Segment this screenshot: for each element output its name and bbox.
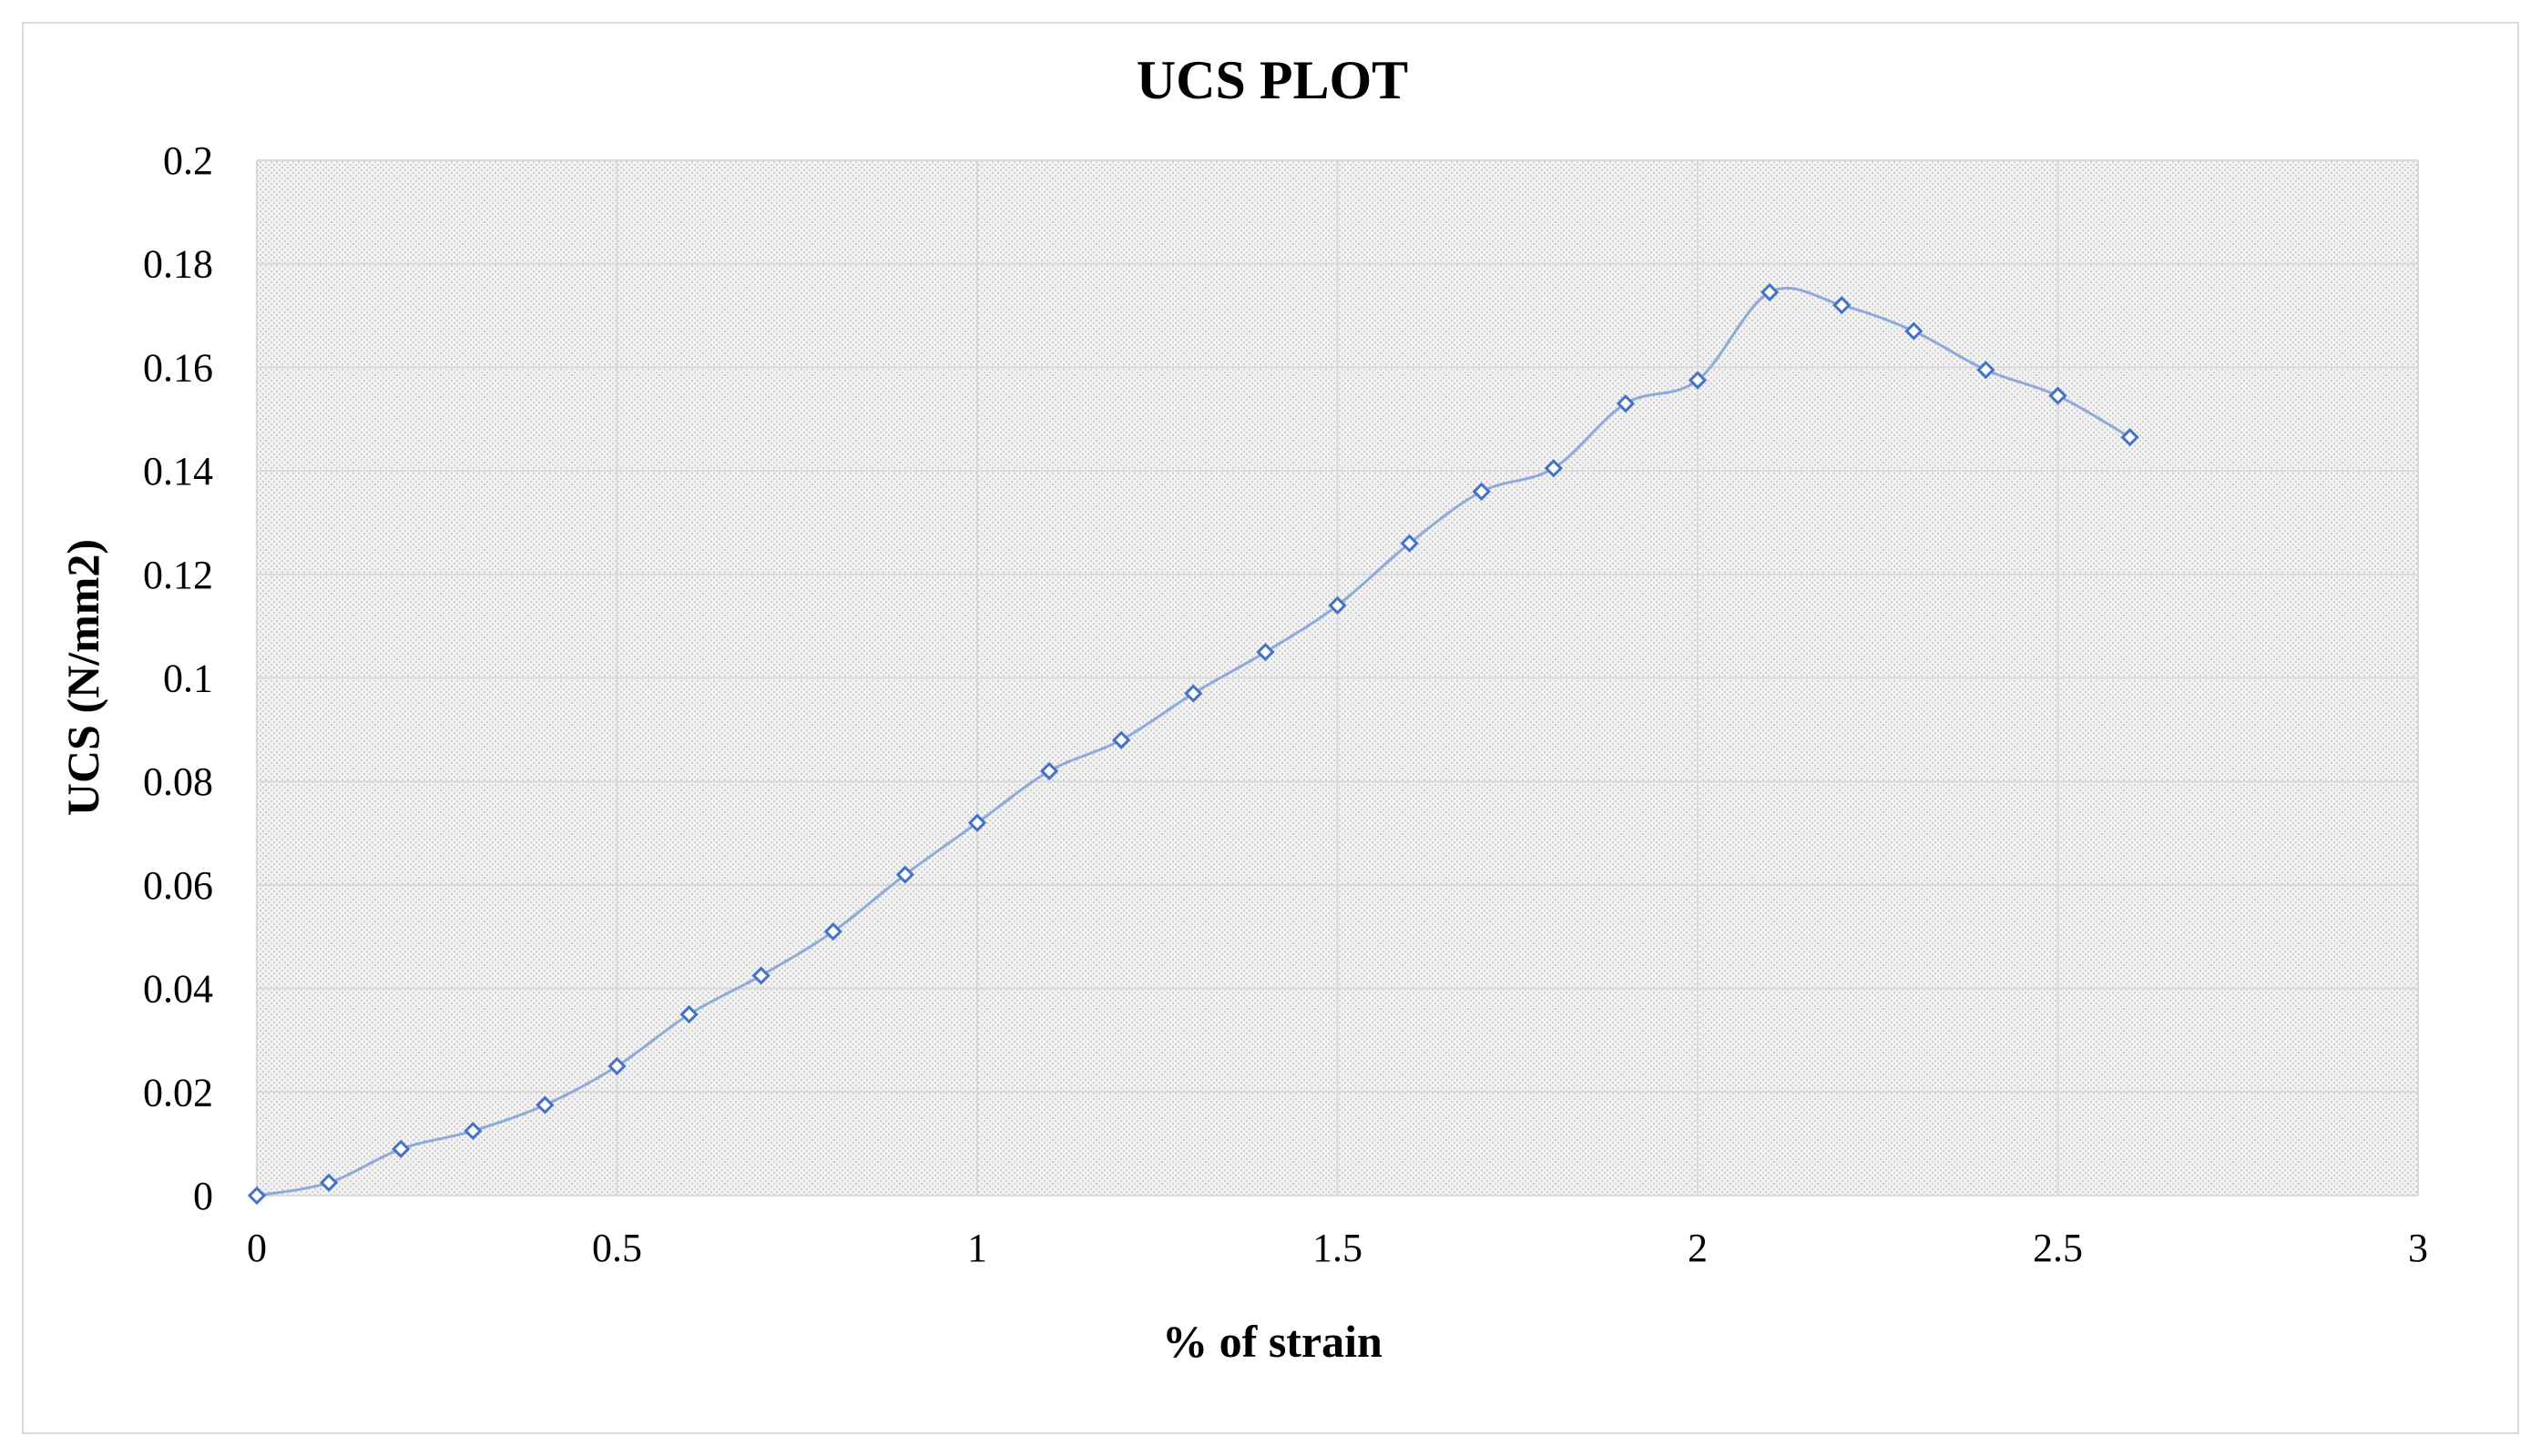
data-point-marker [247, 1186, 267, 1206]
y-tick-label: 0.06 [143, 863, 213, 908]
y-tick-label: 0.12 [143, 553, 213, 597]
data-point-marker [1184, 684, 1203, 703]
data-point-marker [1976, 361, 1995, 380]
x-tick-label: 3 [2408, 1226, 2428, 1270]
data-point-marker [1039, 761, 1059, 780]
x-tick-label: 2 [1688, 1226, 1708, 1270]
data-point-marker [1256, 642, 1275, 662]
gridlines [256, 159, 2419, 1196]
y-tick-label: 0.16 [143, 345, 213, 390]
x-tick-label: 0.5 [592, 1226, 642, 1270]
data-point-marker [1832, 296, 1852, 315]
y-tick-label: 0.1 [163, 657, 213, 701]
y-axis-tick-labels: 0 0.02 0.04 0.06 0.08 0.1 0.12 0.14 0.16 0.18 0.2 [143, 138, 213, 1218]
data-point-marker [895, 865, 915, 884]
x-tick-label: 2.5 [2033, 1226, 2083, 1270]
data-point-marker [392, 1139, 411, 1158]
data-point-marker [1544, 459, 1563, 478]
data-point-marker [967, 813, 987, 832]
data-point-marker [1472, 482, 1491, 501]
data-point-marker [2048, 386, 2067, 405]
data-point-marker [679, 1004, 699, 1024]
data-point-marker [1760, 282, 1780, 302]
data-point-marker [1112, 730, 1131, 749]
chart-title: UCS PLOT [1137, 50, 1408, 110]
data-point-marker [751, 966, 770, 985]
y-tick-label: 0.08 [143, 759, 213, 804]
data-point-marker [464, 1121, 483, 1141]
data-point-marker [823, 921, 842, 942]
x-axis-title: % of strain [1162, 1316, 1383, 1367]
series-line [256, 286, 2131, 1197]
y-tick-label: 0.18 [143, 242, 213, 287]
data-point-marker [1400, 534, 1419, 553]
y-tick-label: 0.14 [143, 449, 213, 494]
y-tick-label: 0.04 [143, 967, 213, 1012]
y-tick-label: 0.02 [143, 1070, 213, 1115]
data-point-marker [319, 1173, 339, 1192]
x-tick-label: 1 [967, 1226, 987, 1270]
data-point-marker [1616, 394, 1636, 413]
y-tick-label: 0.2 [163, 138, 213, 183]
y-tick-label: 0 [193, 1174, 213, 1218]
data-point-marker [2120, 428, 2139, 447]
x-tick-label: 0 [247, 1226, 267, 1270]
data-point-marker [536, 1095, 555, 1115]
data-point-marker [1328, 596, 1347, 616]
data-point-marker [607, 1056, 627, 1076]
data-point-marker [1688, 371, 1708, 390]
x-tick-label: 1.5 [1312, 1226, 1362, 1270]
y-axis-title: UCS (N/mm2) [57, 539, 108, 816]
series-markers [247, 282, 2139, 1206]
x-axis-tick-labels: 0 0.5 1 1.5 2 2.5 3 [247, 1226, 2428, 1270]
data-point-marker [1904, 321, 1924, 341]
